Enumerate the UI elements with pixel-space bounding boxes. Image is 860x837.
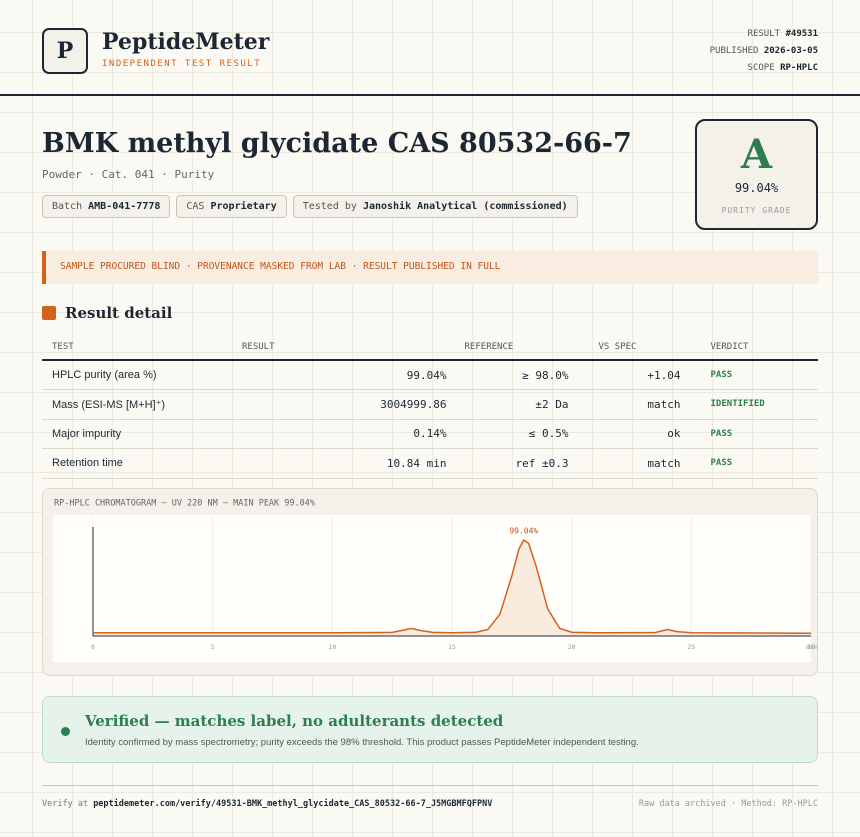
notice: SAMPLE PROCURED BLIND · PROVENANCE MASKE… (42, 251, 818, 284)
x-tick-label: 30 (807, 643, 815, 651)
meta-row: PUBLISHED 2026-03-05 (710, 46, 818, 56)
chip-label: CAS (186, 201, 205, 212)
header-rule (0, 94, 860, 96)
chart-panel: RP-HPLC CHROMATOGRAM — UV 220 NM — MAIN … (42, 488, 818, 676)
table-cell: match (588, 448, 701, 479)
chip-label: Batch (52, 201, 83, 212)
table-cell: 3004999.86 (232, 389, 455, 420)
grade-label: PURITY GRADE (721, 206, 792, 215)
result-table: TEST RESULT REFERENCE VS SPEC VERDICT HP… (42, 334, 818, 479)
chip: CAS Proprietary (176, 195, 287, 218)
table-cell: Mass (ESI-MS [M+H]⁺) (42, 389, 232, 420)
product-subtitle: Powder · Cat. 041 · Purity (42, 168, 215, 181)
table-cell: Major impurity (42, 419, 232, 449)
table-cell: Retention time (42, 448, 232, 479)
chip-value: AMB-041-7778 (88, 201, 161, 212)
product-title: BMK methyl glycidate CAS 80532-66-7 (42, 128, 632, 159)
footer-verify: Verify at peptidemeter.com/verify/49531-… (42, 799, 492, 809)
table-row: Major impurity 0.14% ≤ 0.5% ok PASS (42, 419, 818, 449)
table-cell: 0.14% (232, 419, 455, 449)
chips: Batch AMB-041-7778 CAS Proprietary Tested … (42, 194, 584, 218)
chromatogram: RP-HPLC CHROMATOGRAM — UV 220 NM — MAIN … (53, 499, 818, 662)
tagline: INDEPENDENT TEST RESULT (102, 59, 262, 69)
grade-value: 99.04% (734, 181, 779, 195)
meta-label: PUBLISHED (709, 46, 759, 56)
x-axis-label: min (806, 643, 818, 651)
meta-value: RP-HPLC (780, 63, 818, 73)
section-marker (42, 306, 56, 320)
verify-url[interactable]: peptidemeter.com/verify/49531-BMK_methyl… (93, 799, 493, 809)
table-cell: ref ±0.3 (454, 448, 589, 479)
column-header: VERDICT (700, 334, 818, 361)
line (93, 539, 812, 635)
column-header: TEST (42, 334, 232, 361)
table-cell: 99.04% (232, 360, 455, 390)
verdict-dot (61, 727, 70, 736)
meta-label: SCOPE (747, 63, 775, 73)
chip-value: Proprietary (210, 201, 277, 212)
verdict-box: Verified — matches label, no adulterants… (42, 696, 818, 763)
column-header: REFERENCE (454, 334, 589, 361)
peak-annotation: 99.04% (509, 527, 538, 536)
table-cell: ≤ 0.5% (454, 419, 589, 449)
meta-label: RESULT (747, 29, 781, 39)
chip: Tested by Janoshik Analytical (commissio… (292, 195, 578, 218)
section-title: Result detail (65, 304, 173, 322)
x-tick-label: 5 (211, 643, 215, 651)
verify-label: Verify at (42, 799, 89, 809)
table-cell: match (588, 389, 701, 420)
footer-rule (42, 785, 818, 786)
table-cell: PASS (700, 419, 818, 449)
chip: Batch AMB-041-7778 (42, 195, 171, 218)
chart-title: RP-HPLC CHROMATOGRAM — UV 220 NM — MAIN … (54, 499, 315, 509)
grade-letter: A (740, 131, 773, 178)
table-cell: IDENTIFIED (700, 389, 818, 420)
verdict-text: Identity confirmed by mass spectrometry;… (85, 737, 639, 748)
brand: PeptideMeter (102, 29, 270, 55)
table-cell: HPLC purity (area %) (42, 360, 232, 390)
chip-value: Janoshik Analytical (commissioned) (362, 201, 568, 212)
grade-box: A 99.04% PURITY GRADE (695, 119, 818, 230)
table-cell: ±2 Da (454, 389, 589, 420)
x-tick-label: 20 (568, 643, 576, 651)
x-tick-label: 25 (687, 643, 695, 651)
table-body: HPLC purity (area %) 99.04% ≥ 98.0% +1.04 PA… (42, 360, 818, 479)
x-tick-label: 10 (328, 643, 336, 651)
table-cell: PASS (700, 360, 818, 390)
table-row: Mass (ESI-MS [M+H]⁺) 3004999.86 ±2 Da match… (42, 389, 818, 420)
meta-value: 2026-03-05 (763, 46, 818, 56)
table-cell: ≥ 98.0% (454, 360, 589, 390)
chip-label: Tested by (302, 201, 357, 212)
table-row: Retention time 10.84 min ref ±0.3 match PASS (42, 448, 818, 479)
table-row: HPLC purity (area %) 99.04% ≥ 98.0% +1.04 PA… (42, 360, 818, 390)
table-header: TEST RESULT REFERENCE VS SPEC VERDICT (42, 334, 818, 361)
table-cell: ok (588, 419, 701, 449)
meta-row: SCOPE RP-HPLC (748, 63, 818, 73)
table-cell: +1.04 (588, 360, 701, 390)
meta-value: #49531 (785, 29, 818, 39)
column-header: VS SPEC (588, 334, 701, 361)
plot-area (53, 515, 811, 662)
logo: P (42, 28, 88, 74)
table-cell: PASS (700, 448, 818, 479)
meta-row: RESULT #49531 (748, 29, 818, 39)
x-tick-label: 0 (91, 643, 95, 651)
table-cell: 10.84 min (232, 448, 455, 479)
column-header: RESULT (232, 334, 455, 361)
footer-archive: Raw data archived · Method: RP-HPLC (638, 799, 818, 809)
verdict-title: Verified — matches label, no adulterants… (85, 712, 504, 730)
x-tick-label: 15 (448, 643, 456, 651)
